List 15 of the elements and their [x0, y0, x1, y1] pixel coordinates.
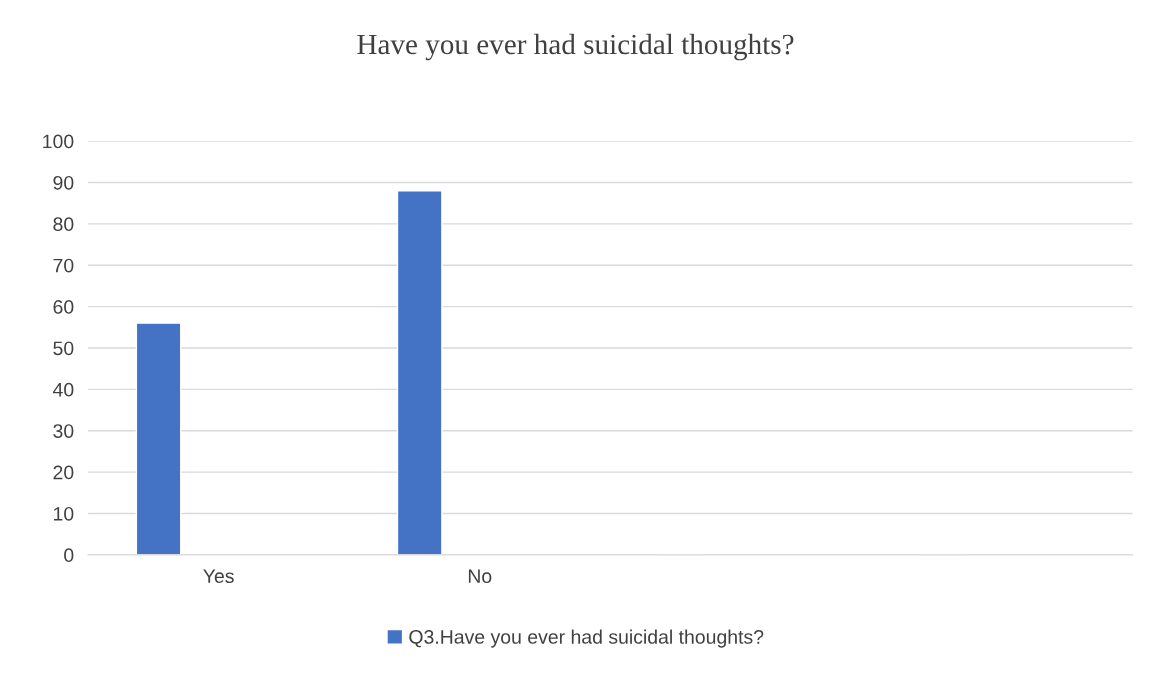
legend-label: Q3.Have you ever had suicidal thoughts?	[409, 629, 764, 648]
y-tick-label: 20	[53, 465, 74, 480]
y-tick-label: 60	[53, 300, 74, 314]
chart-title: Have you ever had suicidal thoughts?	[357, 33, 794, 61]
y-tick-label: 10	[54, 506, 74, 521]
y-tick-label: 70	[53, 258, 74, 273]
x-tick-label: Yes	[203, 569, 234, 584]
y-tick-label: 50	[53, 341, 74, 356]
y-tick-label: 0	[64, 548, 74, 563]
y-tick-label: 100	[43, 134, 74, 149]
y-tick-label: 40	[52, 382, 74, 397]
y-tick-label: 80	[53, 217, 74, 232]
y-tick-label: 30	[53, 424, 74, 438]
y-tick-label: 90	[53, 175, 74, 190]
x-tick-label: No	[468, 569, 492, 584]
